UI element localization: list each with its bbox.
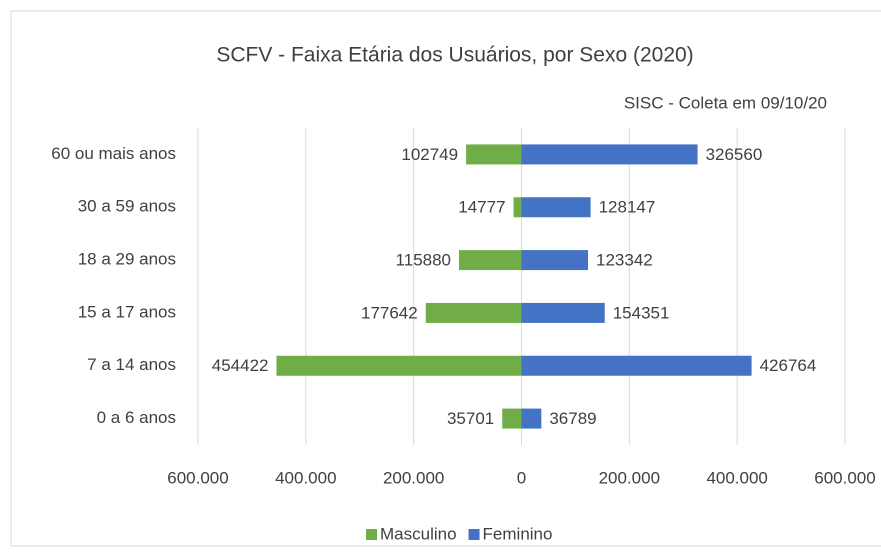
bar [521, 144, 698, 165]
y-tick-label: 30 a 59 anos [78, 197, 176, 216]
legend-label: Masculino [380, 524, 457, 543]
data-label: 123342 [596, 251, 653, 270]
x-tick-label: 400.000 [706, 468, 767, 487]
data-label: 14777 [458, 198, 505, 217]
data-label: 426764 [760, 356, 817, 375]
chart-title: SCFV - Faixa Etária dos Usuários, por Se… [216, 44, 693, 67]
data-label: 36789 [549, 409, 596, 428]
y-tick-label: 18 a 29 anos [78, 250, 176, 269]
data-label: 454422 [212, 356, 269, 375]
chart-subtitle: SISC - Coleta em 09/10/20 [624, 93, 827, 112]
y-tick-label: 7 a 14 anos [87, 355, 176, 374]
data-label: 177642 [361, 303, 418, 322]
y-tick-label: 60 ou mais anos [51, 144, 176, 163]
bar [513, 197, 522, 218]
bar [459, 250, 522, 271]
legend-swatch [468, 529, 480, 540]
x-tick-label: 400.000 [275, 468, 336, 487]
y-tick-label: 15 a 17 anos [78, 302, 176, 321]
data-label: 115880 [396, 251, 451, 270]
chart-border [10, 10, 881, 547]
legend-label: Feminino [483, 524, 553, 543]
x-tick-label: 200.000 [599, 468, 660, 487]
x-tick-label: 0 [517, 468, 526, 487]
data-label: 35701 [447, 409, 494, 428]
x-tick-label: 600.000 [167, 468, 228, 487]
x-tick-label: 600.000 [814, 468, 875, 487]
data-label: 102749 [401, 145, 458, 164]
legend-swatch [366, 529, 377, 540]
data-label: 154351 [613, 303, 670, 322]
bar [521, 250, 589, 271]
bar [521, 355, 752, 376]
bar [521, 197, 591, 218]
bar [466, 144, 522, 165]
bar [425, 302, 522, 323]
data-label: 326560 [706, 145, 763, 164]
bar [276, 355, 522, 376]
y-tick-label: 0 a 6 anos [97, 408, 176, 427]
bar [521, 302, 605, 323]
bar [502, 408, 522, 429]
data-label: 128147 [599, 198, 656, 217]
bar [521, 408, 542, 429]
x-tick-label: 200.000 [383, 468, 444, 487]
